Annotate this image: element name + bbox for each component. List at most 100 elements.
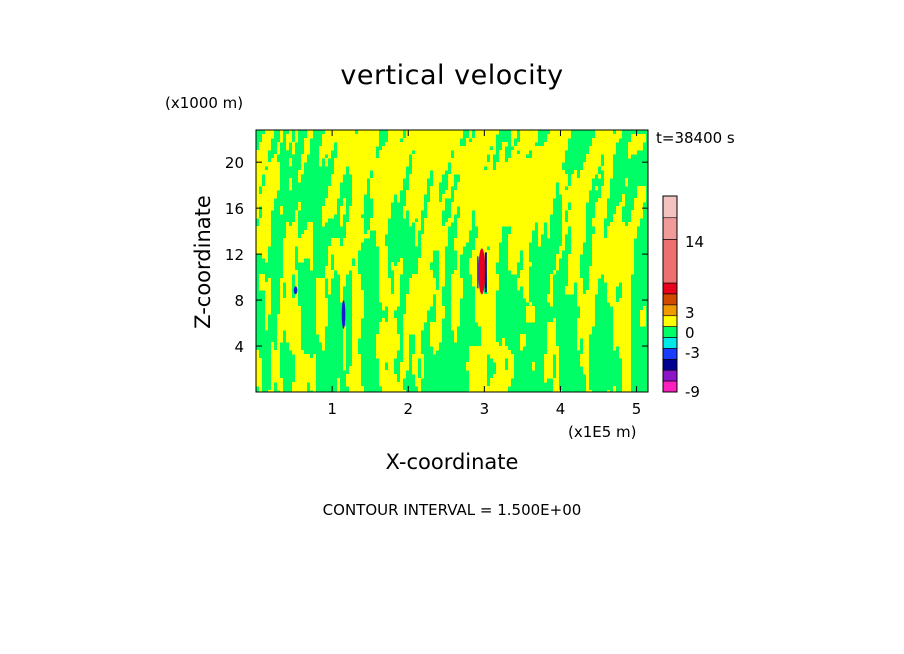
- field-band-positive: [607, 298, 616, 303]
- field-band-positive: [283, 246, 295, 251]
- field-band-positive: [523, 290, 529, 295]
- field-band-positive: [328, 190, 340, 195]
- field-band-positive: [556, 374, 559, 379]
- field-band-positive: [310, 262, 313, 267]
- field-band-positive: [256, 150, 268, 155]
- field-band-positive: [310, 386, 316, 391]
- field-band-positive: [349, 386, 364, 391]
- field-band-positive: [349, 210, 364, 215]
- x-tick-label: 3: [480, 400, 490, 418]
- field-band-positive: [415, 334, 421, 339]
- field-band-positive: [415, 242, 418, 247]
- field-band-positive: [571, 182, 592, 187]
- field-band-positive: [286, 290, 292, 295]
- field-band-positive: [379, 154, 409, 159]
- colorbar-segment: [662, 282, 678, 295]
- field-band-positive: [352, 282, 361, 287]
- field-band-positive: [511, 226, 535, 231]
- field-band-positive: [571, 250, 583, 255]
- field-band-positive: [454, 194, 556, 199]
- field-band-positive: [520, 274, 529, 279]
- field-band-positive: [487, 282, 499, 287]
- field-band-positive: [454, 334, 457, 339]
- field-band-positive: [520, 334, 526, 339]
- field-band-positive: [280, 282, 283, 287]
- field-band-positive: [577, 302, 595, 307]
- field-band-positive: [496, 362, 505, 367]
- field-band-positive: [319, 146, 334, 151]
- field-band-positive: [415, 226, 421, 231]
- field-band-positive: [373, 210, 391, 215]
- field-band-positive: [622, 198, 625, 203]
- field-band-positive: [508, 362, 514, 367]
- field-band-positive: [604, 158, 613, 163]
- field-band-positive: [376, 238, 385, 243]
- field-band-positive: [304, 230, 313, 235]
- field-band-positive: [331, 242, 340, 247]
- field-band-positive: [307, 226, 313, 231]
- field-band-positive: [562, 222, 586, 227]
- field-band-positive: [562, 214, 565, 219]
- field-band-positive: [256, 170, 280, 175]
- field-band-positive: [418, 390, 421, 392]
- field-band-positive: [319, 150, 331, 155]
- field-band-positive: [487, 278, 499, 283]
- field-band-positive: [583, 342, 589, 347]
- field-band-positive: [316, 310, 328, 315]
- field-band-positive: [382, 386, 403, 391]
- field-band-positive: [490, 154, 493, 159]
- field-band-positive: [340, 206, 346, 211]
- field-band-positive: [634, 206, 643, 211]
- field-band-positive: [340, 298, 343, 303]
- field-band-positive: [259, 222, 271, 227]
- field-band-positive: [262, 210, 271, 215]
- field-band-positive: [307, 222, 313, 227]
- field-band-positive: [379, 378, 397, 383]
- field-band-positive: [421, 358, 424, 363]
- field-band-positive: [388, 362, 394, 367]
- field-band-positive: [280, 286, 283, 291]
- field-band-positive: [496, 162, 562, 167]
- field-band-positive: [433, 174, 442, 179]
- field-band-positive: [451, 318, 460, 323]
- field-band-positive: [430, 334, 442, 339]
- field-band-positive: [556, 266, 559, 271]
- field-band-positive: [433, 346, 439, 351]
- field-band-positive: [481, 326, 496, 331]
- field-band-positive: [337, 270, 349, 275]
- field-band-positive: [475, 246, 487, 251]
- field-band-positive: [370, 218, 388, 223]
- field-band-positive: [475, 210, 553, 215]
- field-band-positive: [619, 298, 631, 303]
- field-band-positive: [466, 138, 469, 143]
- field-band-positive: [331, 178, 343, 183]
- field-band-positive: [511, 138, 514, 143]
- field-band-positive: [376, 350, 397, 355]
- field-band-positive: [511, 154, 526, 159]
- field-band-positive: [577, 338, 580, 343]
- field-band-positive: [256, 202, 274, 207]
- field-band-positive: [301, 154, 307, 159]
- colorbar-segment: [662, 195, 678, 219]
- field-band-positive: [343, 238, 364, 243]
- field-band-positive: [376, 230, 388, 235]
- field-band-positive: [379, 246, 388, 251]
- field-band-positive: [544, 358, 553, 363]
- field-band-positive: [421, 366, 424, 371]
- field-band-positive: [436, 302, 442, 307]
- field-band-positive: [259, 386, 262, 391]
- field-band-positive: [298, 178, 301, 183]
- field-band-positive: [406, 130, 463, 135]
- field-band-positive: [568, 186, 592, 191]
- field-band-positive: [283, 242, 313, 247]
- field-band-positive: [280, 290, 283, 295]
- field-band-positive: [436, 318, 442, 323]
- field-band-positive: [586, 154, 601, 159]
- field-band-positive: [328, 186, 340, 191]
- field-band-positive: [619, 346, 631, 351]
- field-band-positive: [298, 174, 301, 179]
- field-band-positive: [550, 274, 553, 279]
- field-band-positive: [583, 162, 601, 167]
- field-band-positive: [592, 258, 634, 263]
- field-band-positive: [337, 386, 340, 391]
